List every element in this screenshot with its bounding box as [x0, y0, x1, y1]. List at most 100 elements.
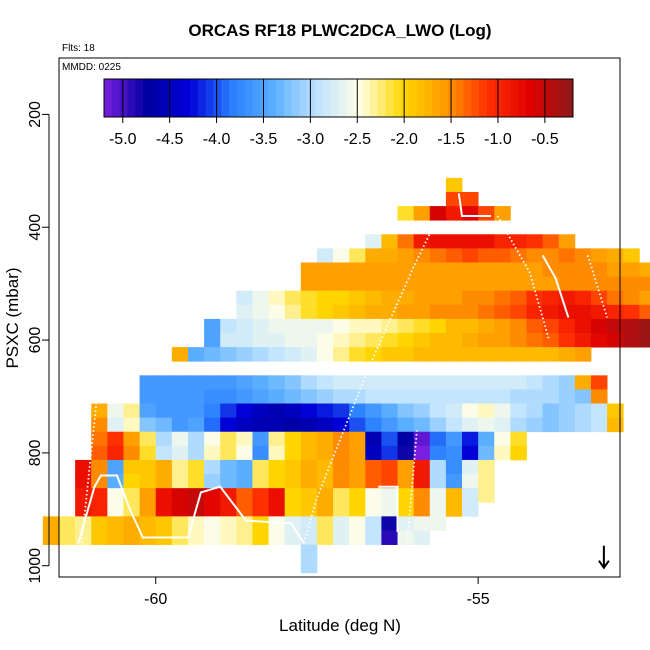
heatmap-cell [381, 234, 398, 249]
heatmap-cell [187, 375, 205, 390]
heatmap-cell [75, 459, 92, 475]
heatmap-cell [284, 459, 302, 475]
heatmap-cell [91, 417, 108, 433]
heatmap-cell [187, 530, 205, 545]
heatmap-cell [429, 248, 447, 263]
colorbar-segment [213, 79, 222, 117]
heatmap-cell [316, 530, 334, 545]
heatmap-cell [397, 347, 415, 362]
heatmap-cell [220, 431, 237, 447]
heatmap-cell [445, 276, 463, 292]
heatmap-cell [91, 488, 108, 503]
heatmap-cell [333, 516, 350, 531]
heatmap-cell [268, 502, 286, 517]
heatmap-cell [381, 248, 398, 263]
heatmap-cell [381, 474, 398, 489]
heatmap-cell [171, 431, 189, 447]
heatmap-cell [607, 262, 624, 277]
heatmap-cell [429, 262, 447, 277]
heatmap-cell [526, 276, 544, 292]
heatmap-cell [542, 417, 560, 433]
heatmap-cell [171, 403, 189, 419]
heatmap-cell [349, 488, 366, 503]
heatmap-cell [381, 417, 398, 433]
flight-track [378, 485, 399, 532]
heatmap-cell [316, 474, 334, 489]
colorbar-segment [416, 79, 425, 117]
heatmap-cell [510, 445, 527, 461]
heatmap-cell [365, 474, 382, 489]
heatmap-cell [574, 389, 592, 404]
y-tick-label: 1000 [27, 548, 44, 584]
colorbar-segment [127, 79, 136, 117]
colorbar-segment [346, 79, 355, 117]
heatmap-cell [510, 262, 527, 277]
heatmap-cell [558, 234, 576, 249]
heatmap-cell [155, 445, 173, 461]
heatmap-cell [171, 445, 189, 461]
heatmap-cell [91, 445, 108, 461]
colorbar-segment [510, 79, 519, 117]
heatmap-cell [316, 516, 334, 531]
colorbar-tick-label: -0.5 [531, 131, 559, 148]
heatmap-cell [574, 417, 592, 433]
heatmap-cell [462, 248, 479, 263]
heatmap-cell [284, 474, 302, 489]
heatmap-cell [236, 290, 253, 306]
heatmap-cell [494, 347, 511, 362]
heatmap-cell [220, 502, 237, 517]
heatmap-cell [478, 262, 495, 277]
heatmap-cell [155, 488, 173, 503]
heatmap-cell [365, 417, 382, 433]
heatmap-cell [542, 248, 560, 263]
colorbar-tick-label: -4.0 [203, 131, 231, 148]
colorbar-segment [174, 79, 183, 117]
heatmap-cell [333, 347, 350, 362]
heatmap-cell [478, 375, 495, 390]
colorbar-tick-label: -4.5 [156, 131, 184, 148]
heatmap-cell [574, 403, 592, 419]
heatmap-cell [526, 290, 544, 306]
heatmap-cell [204, 530, 221, 545]
heatmap-cell [413, 375, 431, 390]
heatmap-cell [429, 403, 447, 419]
heatmap-cell [623, 304, 640, 320]
heatmap-cell [268, 318, 286, 334]
heatmap-cell [413, 502, 431, 517]
heatmap-cell [510, 276, 527, 292]
heatmap-cell [316, 502, 334, 517]
x-axis: -60 -55 [144, 577, 490, 608]
heatmap-cell [397, 333, 415, 348]
heatmap-cell [349, 290, 366, 306]
heatmap-cell [397, 403, 415, 419]
heatmap-cell [413, 530, 431, 545]
heatmap-cell [590, 417, 608, 433]
heatmap-cell [397, 530, 415, 545]
colorbar-segment [307, 79, 316, 117]
heatmap-cell [155, 403, 173, 419]
heatmap-cell [526, 333, 544, 348]
heatmap-cell [445, 304, 463, 320]
colorbar-segment [111, 79, 121, 117]
y-axis: 200 400 600 800 1000 [27, 101, 50, 584]
heatmap-cell [462, 375, 479, 390]
heatmap-cell [300, 474, 318, 489]
colorbar-segment [229, 79, 238, 117]
heatmap-cell [107, 431, 124, 447]
heatmap-cell [236, 474, 253, 489]
heatmap-cell [445, 389, 463, 404]
heatmap-cell [365, 445, 382, 461]
heatmap-cell [445, 290, 463, 306]
heatmap-cell [623, 333, 640, 348]
heatmap-cell [155, 502, 173, 517]
heatmap-cell [107, 445, 124, 461]
heatmap-cell [558, 375, 576, 390]
heatmap-cell [510, 431, 527, 447]
heatmap-cell [236, 417, 253, 433]
heatmap-cell [316, 445, 334, 461]
heatmap-cell [268, 431, 286, 447]
heatmap-cell [365, 530, 382, 545]
heatmap-cell [365, 488, 382, 503]
heatmap-cell [300, 389, 318, 404]
